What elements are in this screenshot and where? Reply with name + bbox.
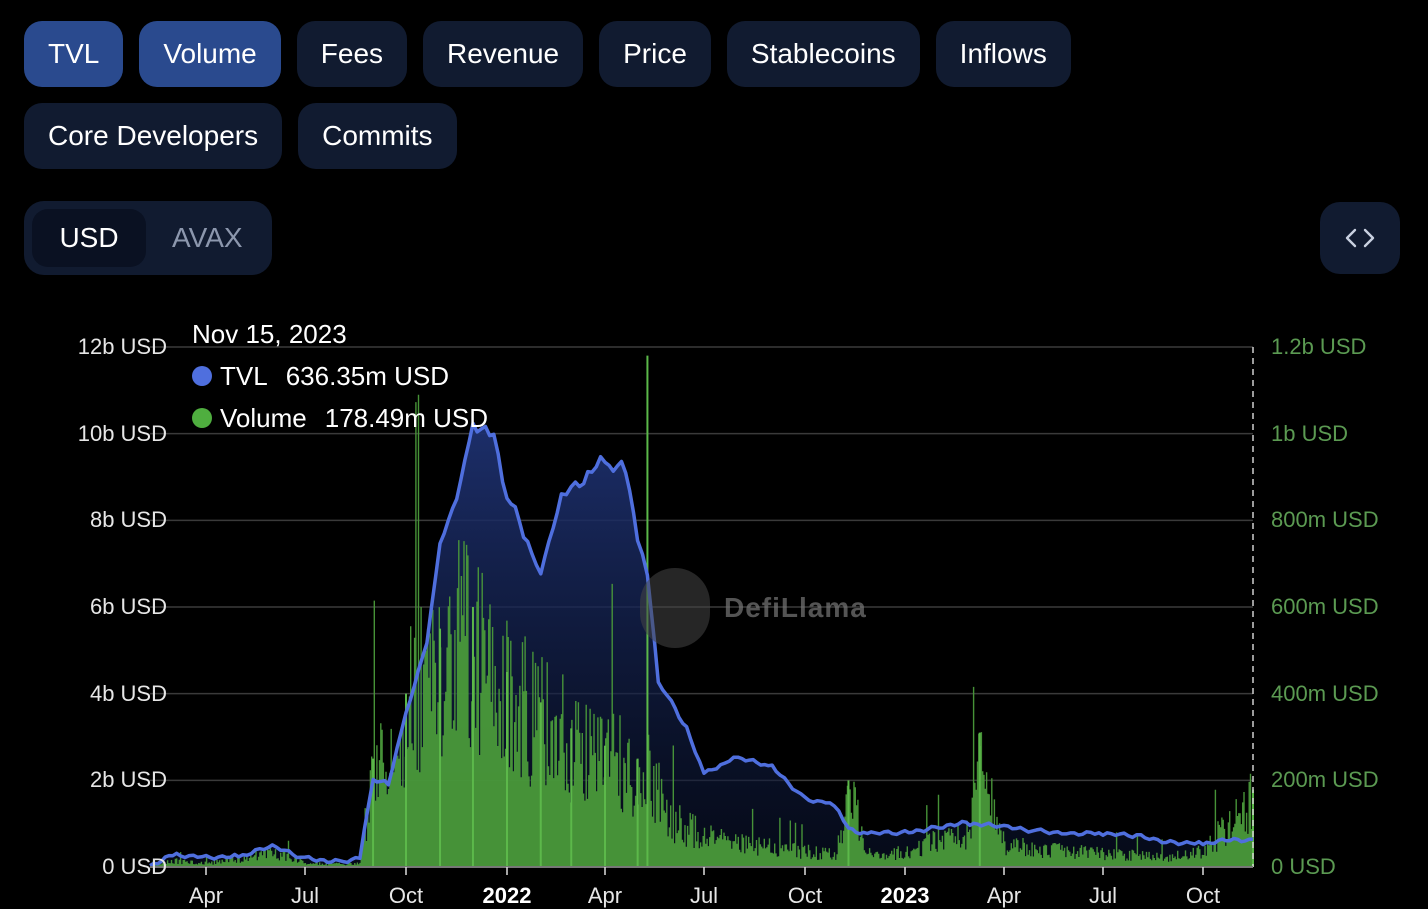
right-y-tick-label: 200m USD bbox=[1271, 767, 1379, 793]
tab-stablecoins[interactable]: Stablecoins bbox=[726, 21, 920, 87]
tooltip-tvl-value: 636.35m USD bbox=[285, 361, 449, 391]
right-y-tick-label: 1.2b USD bbox=[1271, 334, 1367, 359]
left-y-tick-label: 0 USD bbox=[102, 854, 167, 879]
tvl-legend-dot-icon bbox=[192, 366, 212, 386]
llama-logo-icon bbox=[640, 568, 710, 648]
tooltip-row-volume: Volume 178.49m USD bbox=[192, 397, 488, 439]
denomination-avax[interactable]: AVAX bbox=[172, 222, 243, 253]
left-y-tick-label: 10b USD bbox=[77, 420, 167, 446]
tab-tvl[interactable]: TVL bbox=[24, 21, 124, 87]
tab-inflows[interactable]: Inflows bbox=[935, 21, 1071, 87]
tooltip-volume-label: Volume bbox=[220, 403, 307, 433]
watermark: DefiLlama bbox=[640, 568, 867, 648]
embed-button[interactable] bbox=[1320, 202, 1400, 274]
left-y-tick-label: 4b USD bbox=[89, 680, 167, 706]
left-y-tick-label: 6b USD bbox=[89, 594, 167, 619]
x-tick-label: 2023 bbox=[880, 883, 930, 908]
right-y-tick-label: 1b USD bbox=[1271, 420, 1349, 446]
x-tick-label: Oct bbox=[1185, 883, 1221, 908]
tab-commits[interactable]: Commits bbox=[298, 103, 457, 169]
code-brackets-icon bbox=[1345, 228, 1375, 248]
tab-volume[interactable]: Volume bbox=[139, 21, 281, 87]
chart-tooltip: Nov 15, 2023 TVL 636.35m USD Volume 178.… bbox=[192, 313, 488, 439]
denomination-usd[interactable]: USD bbox=[32, 209, 146, 267]
left-y-tick-label: 8b USD bbox=[89, 507, 167, 533]
tooltip-date: Nov 15, 2023 bbox=[192, 319, 347, 349]
tab-price[interactable]: Price bbox=[599, 21, 711, 87]
x-tick-label: Oct bbox=[388, 883, 424, 908]
tab-revenue[interactable]: Revenue bbox=[423, 21, 584, 87]
left-y-tick-label: 2b USD bbox=[89, 767, 167, 793]
watermark-text: DefiLlama bbox=[724, 592, 867, 623]
x-axis-ticks bbox=[205, 867, 1204, 875]
metric-tabs: TVL Volume Fees Revenue Price Stablecoin… bbox=[24, 21, 1144, 169]
left-y-tick-label: 12b USD bbox=[77, 334, 167, 359]
x-tick-label: Jul bbox=[689, 883, 719, 908]
x-tick-label: Jul bbox=[1088, 883, 1118, 908]
tab-fees[interactable]: Fees bbox=[296, 21, 408, 87]
tooltip-tvl-label: TVL bbox=[220, 361, 268, 391]
tab-core-developers[interactable]: Core Developers bbox=[24, 103, 283, 169]
x-tick-label: Jul bbox=[290, 883, 320, 908]
x-tick-label: Oct bbox=[787, 883, 823, 908]
x-tick-label: Apr bbox=[986, 883, 1022, 908]
right-y-tick-label: 0 USD bbox=[1271, 854, 1336, 879]
right-y-tick-label: 600m USD bbox=[1271, 594, 1379, 619]
x-tick-label: Apr bbox=[188, 883, 224, 908]
denomination-toggle: USD AVAX bbox=[24, 201, 272, 275]
tooltip-volume-value: 178.49m USD bbox=[324, 403, 489, 433]
x-tick-label: Apr bbox=[587, 883, 623, 908]
volume-legend-dot-icon bbox=[192, 408, 212, 428]
right-y-tick-label: 400m USD bbox=[1271, 680, 1379, 706]
tvl-line bbox=[149, 421, 1253, 868]
x-tick-label: 2022 bbox=[482, 883, 532, 908]
tooltip-row-tvl: TVL 636.35m USD bbox=[192, 355, 488, 397]
right-y-tick-label: 800m USD bbox=[1271, 507, 1379, 533]
